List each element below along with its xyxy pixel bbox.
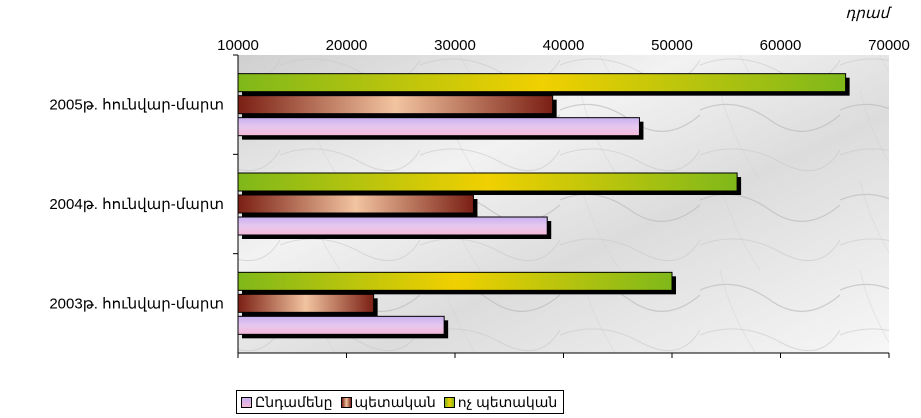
bar-1-0: [237, 293, 375, 313]
bar-2-2: [237, 73, 847, 93]
x-tick-label: 60000: [760, 37, 802, 54]
legend: Ընդամենը պետական ոչ պետական: [236, 390, 565, 414]
x-tick-label: 50000: [651, 37, 693, 54]
bar-2-0: [237, 271, 673, 291]
legend-swatch: [340, 396, 352, 408]
legend-label: Ընդամենը: [255, 393, 333, 410]
category-label: 2003թ. հունվար-մարտ: [49, 295, 224, 312]
x-tick-label: 70000: [868, 37, 910, 54]
bar-0-0: [237, 315, 445, 335]
legend-swatch: [443, 396, 455, 408]
unit-label: դրամ: [845, 5, 892, 22]
bar-1-2: [237, 95, 554, 115]
legend-item: պետական: [340, 393, 436, 411]
legend-label: պետական: [354, 393, 436, 410]
category-label: 2005թ. հունվար-մարտ: [49, 97, 224, 114]
bar-1-1: [237, 194, 474, 214]
legend-item: ոչ պետական: [443, 393, 558, 411]
bar-0-1: [237, 216, 548, 236]
x-tick-label: 40000: [543, 37, 585, 54]
legend-label: ոչ պետական: [457, 393, 558, 410]
legend-item: Ընդամենը: [241, 394, 333, 411]
bar-0-2: [237, 117, 640, 137]
x-tick-label: 20000: [326, 37, 368, 54]
x-tick-label: 30000: [434, 37, 476, 54]
legend-swatch: [241, 396, 252, 408]
bar-2-1: [237, 172, 738, 192]
x-tick-label: 10000: [217, 37, 259, 54]
category-label: 2004թ. հունվար-մարտ: [49, 196, 224, 213]
